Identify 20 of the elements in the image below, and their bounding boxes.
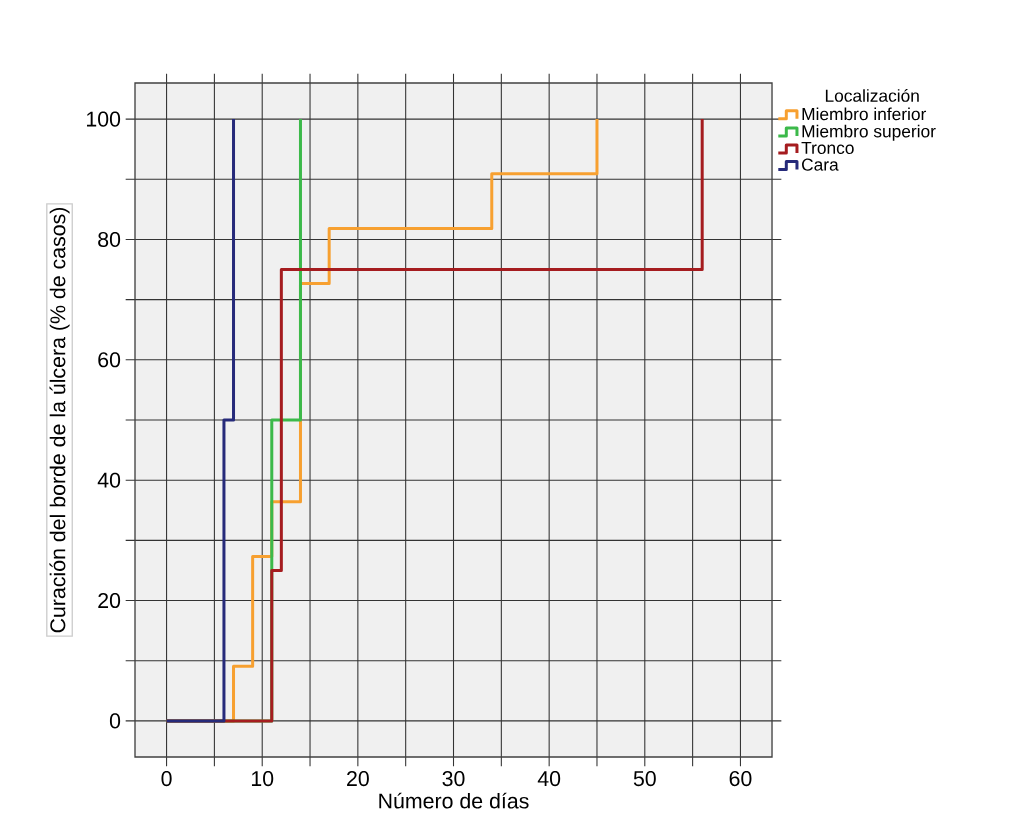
legend-label: Miembro inferior [802, 107, 927, 121]
y-tick-label: 100 [87, 111, 121, 127]
x-tick-label: 30 [442, 771, 465, 787]
y-tick-label: 60 [98, 352, 121, 368]
y-tick-label: 40 [97, 472, 121, 488]
legend-label: Miembro superior [802, 124, 936, 141]
x-tick-label: 20 [347, 771, 369, 787]
x-tick-label: 60 [729, 771, 752, 787]
legend-title: Localización [825, 88, 919, 102]
x-tick-label: 10 [251, 771, 274, 787]
y-tick-label: 80 [98, 231, 121, 248]
y-tick-label: 0 [109, 713, 121, 729]
x-tick-label: 0 [161, 771, 172, 787]
x-axis-title: Número de días [379, 792, 529, 809]
x-tick-label: 40 [537, 771, 561, 787]
x-tick-label: 50 [633, 771, 656, 787]
y-axis-title: Curación del borde de la úlcera (% de casos) [49, 207, 70, 633]
legend-label: Tronco [801, 141, 854, 155]
y-tick-label: 20 [98, 592, 121, 609]
legend-label: Cara [802, 158, 839, 171]
